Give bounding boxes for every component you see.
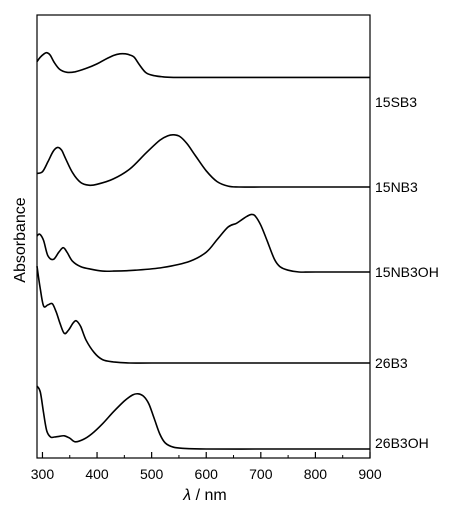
- x-axis-label: λ / nm: [182, 487, 226, 504]
- x-tick-label-400: 400: [85, 466, 109, 482]
- x-axis-label-unit: / nm: [191, 487, 227, 504]
- spectra-traces: [36, 51, 371, 450]
- plot-frame: [36, 14, 371, 459]
- series-labels: 15SB3 15NB3 15NB3OH 26B3 26B3OH: [375, 94, 439, 451]
- x-tick-label-900: 900: [358, 466, 382, 482]
- y-axis-label: Absorbance: [12, 197, 29, 282]
- x-tick-label-700: 700: [249, 466, 273, 482]
- x-axis-ticks: [41, 452, 371, 458]
- x-tick-label-500: 500: [140, 466, 164, 482]
- x-tick-label-600: 600: [195, 466, 219, 482]
- series-label-15nb3oh: 15NB3OH: [375, 264, 439, 280]
- series-label-15nb3: 15NB3: [375, 179, 418, 195]
- series-label-26b3oh: 26B3OH: [375, 435, 429, 451]
- x-axis-tick-labels: 300 400 500 600 700 800 900: [31, 466, 382, 482]
- series-label-26b3: 26B3: [375, 355, 408, 371]
- x-axis-label-symbol: λ: [182, 487, 191, 504]
- x-tick-label-300: 300: [31, 466, 55, 482]
- series-label-15sb3: 15SB3: [375, 94, 417, 110]
- series-line-15nb3: [36, 133, 371, 188]
- series-line-26b3oh: [36, 385, 370, 450]
- series-line-26b3: [36, 265, 370, 364]
- series-line-15sb3: [36, 51, 370, 79]
- series-line-15nb3oh: [36, 213, 370, 273]
- x-tick-label-800: 800: [304, 466, 328, 482]
